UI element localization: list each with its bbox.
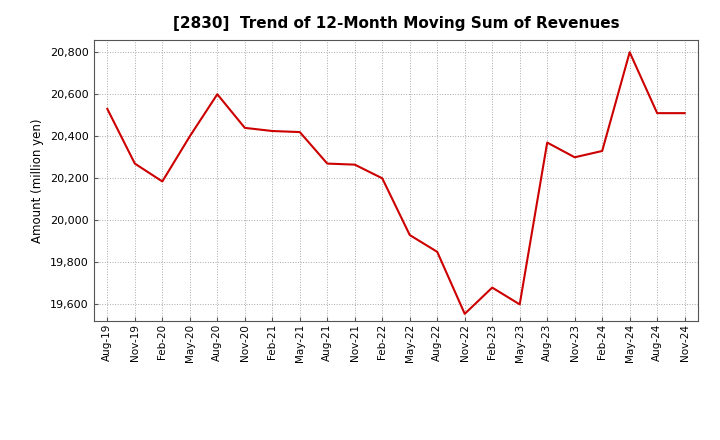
- Title: [2830]  Trend of 12-Month Moving Sum of Revenues: [2830] Trend of 12-Month Moving Sum of R…: [173, 16, 619, 32]
- Y-axis label: Amount (million yen): Amount (million yen): [32, 118, 45, 242]
